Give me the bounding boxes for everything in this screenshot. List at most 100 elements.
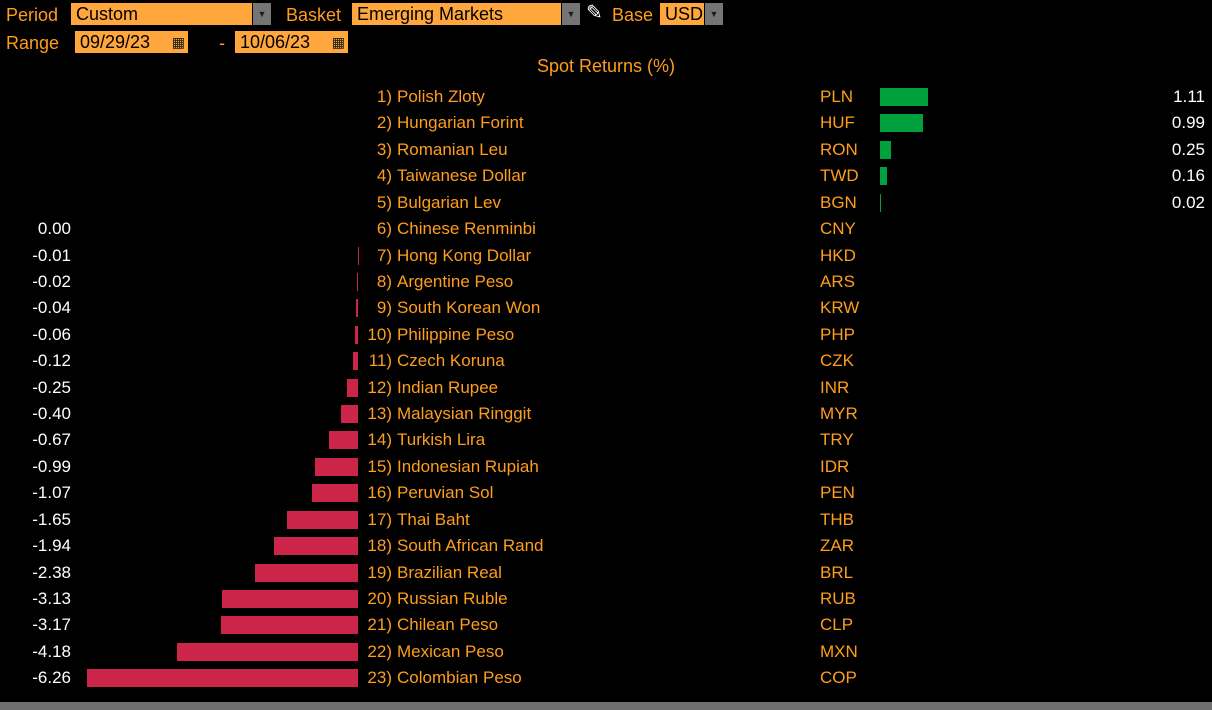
- range-start-input[interactable]: 09/29/23 ▦: [75, 31, 188, 53]
- currency-code[interactable]: RON: [820, 139, 858, 159]
- currency-code[interactable]: COP: [820, 668, 857, 688]
- currency-code[interactable]: KRW: [820, 298, 860, 318]
- negative-bar[interactable]: [356, 299, 358, 318]
- currency-label[interactable]: 18) South African Rand: [358, 536, 543, 556]
- currency-label[interactable]: 9) South Korean Won: [358, 298, 540, 318]
- currency-label[interactable]: 3) Romanian Leu: [358, 140, 508, 160]
- currency-code[interactable]: THB: [820, 509, 854, 529]
- currency-code[interactable]: INR: [820, 377, 850, 397]
- negative-bar[interactable]: [355, 325, 358, 344]
- basket-select[interactable]: Emerging Markets: [352, 3, 561, 25]
- chart-row[interactable]: -0.67 14) Turkish Lira TRY: [0, 427, 1212, 453]
- chart-row[interactable]: -1.07 16) Peruvian Sol PEN: [0, 480, 1212, 506]
- chart-row[interactable]: -0.12 11) Czech Koruna CZK: [0, 348, 1212, 374]
- negative-bar[interactable]: [286, 510, 358, 529]
- negative-bar[interactable]: [357, 272, 358, 291]
- negative-bar[interactable]: [315, 457, 358, 476]
- chart-row[interactable]: -4.18 22) Mexican Peso MXN: [0, 639, 1212, 665]
- calendar-icon[interactable]: ▦: [171, 34, 185, 50]
- chart-row[interactable]: -3.17 21) Chilean Peso CLP: [0, 612, 1212, 638]
- currency-label[interactable]: 19) Brazilian Real: [358, 563, 501, 583]
- negative-bar[interactable]: [273, 537, 358, 556]
- negative-bar[interactable]: [340, 405, 358, 424]
- currency-label[interactable]: 16) Peruvian Sol: [358, 483, 493, 503]
- chart-row[interactable]: -0.99 15) Indonesian Rupiah IDR: [0, 454, 1212, 480]
- chart-row[interactable]: -0.40 13) Malaysian Ringgit MYR: [0, 401, 1212, 427]
- currency-label[interactable]: 1) Polish Zloty: [358, 87, 485, 107]
- currency-label[interactable]: 22) Mexican Peso: [358, 642, 503, 662]
- currency-label[interactable]: 21) Chilean Peso: [358, 615, 498, 635]
- chart-row[interactable]: 5) Bulgarian Lev BGN 0.02: [0, 190, 1212, 216]
- negative-bar[interactable]: [86, 669, 358, 688]
- currency-label[interactable]: 17) Thai Baht: [358, 510, 469, 530]
- chart-row[interactable]: -0.02 8) Argentine Peso ARS: [0, 269, 1212, 295]
- currency-code[interactable]: MXN: [820, 641, 858, 661]
- chart-row[interactable]: -0.01 7) Hong Kong Dollar HKD: [0, 243, 1212, 269]
- negative-bar[interactable]: [347, 378, 358, 397]
- currency-label[interactable]: 14) Turkish Lira: [358, 430, 485, 450]
- negative-bar[interactable]: [311, 484, 358, 503]
- currency-code[interactable]: MYR: [820, 404, 858, 424]
- currency-code[interactable]: CNY: [820, 219, 856, 239]
- currency-label[interactable]: 5) Bulgarian Lev: [358, 193, 501, 213]
- chart-row[interactable]: 1) Polish Zloty PLN 1.11: [0, 84, 1212, 110]
- calendar-icon[interactable]: ▦: [331, 34, 345, 50]
- currency-label[interactable]: 7) Hong Kong Dollar: [358, 246, 531, 266]
- range-end-input[interactable]: 10/06/23 ▦: [235, 31, 348, 53]
- currency-code[interactable]: CZK: [820, 351, 854, 371]
- currency-label[interactable]: 6) Chinese Renminbi: [358, 219, 536, 239]
- currency-label[interactable]: 8) Argentine Peso: [358, 272, 513, 292]
- chart-row[interactable]: -6.26 23) Colombian Peso COP: [0, 665, 1212, 691]
- currency-label[interactable]: 4) Taiwanese Dollar: [358, 166, 527, 186]
- positive-bar[interactable]: [880, 88, 929, 106]
- currency-label[interactable]: 11) Czech Koruna: [358, 351, 505, 371]
- negative-bar[interactable]: [222, 590, 358, 609]
- currency-label[interactable]: 20) Russian Ruble: [358, 589, 507, 609]
- currency-code[interactable]: TRY: [820, 430, 854, 450]
- currency-code[interactable]: CLP: [820, 615, 854, 635]
- currency-label[interactable]: 10) Philippine Peso: [358, 325, 514, 345]
- currency-label[interactable]: 15) Indonesian Rupiah: [358, 457, 538, 477]
- currency-label[interactable]: 12) Indian Rupee: [358, 378, 498, 398]
- base-dropdown-button[interactable]: ▼: [705, 3, 723, 25]
- base-select[interactable]: USD: [660, 3, 704, 25]
- negative-bar[interactable]: [254, 563, 358, 582]
- positive-bar[interactable]: [880, 140, 891, 159]
- horizontal-scrollbar[interactable]: [0, 702, 1212, 710]
- negative-bar[interactable]: [328, 431, 358, 450]
- currency-code[interactable]: TWD: [820, 166, 859, 186]
- chart-row[interactable]: 2) Hungarian Forint HUF 0.99: [0, 110, 1212, 136]
- chart-row[interactable]: -0.25 12) Indian Rupee INR: [0, 375, 1212, 401]
- currency-code[interactable]: PEN: [820, 483, 855, 503]
- currency-code[interactable]: PHP: [820, 324, 855, 344]
- period-select[interactable]: Custom: [71, 3, 252, 25]
- edit-basket-pencil-icon[interactable]: ✎: [586, 2, 603, 24]
- chart-row[interactable]: -0.04 9) South Korean Won KRW: [0, 295, 1212, 321]
- negative-bar[interactable]: [220, 616, 358, 635]
- currency-code[interactable]: PLN: [820, 87, 854, 106]
- chart-row[interactable]: 0.00 6) Chinese Renminbi CNY: [0, 216, 1212, 242]
- currency-code[interactable]: BGN: [820, 192, 857, 212]
- chart-row[interactable]: -1.65 17) Thai Baht THB: [0, 507, 1212, 533]
- positive-bar[interactable]: [880, 114, 923, 133]
- currency-label[interactable]: 23) Colombian Peso: [358, 668, 521, 688]
- negative-bar[interactable]: [352, 352, 358, 371]
- chart-row[interactable]: 3) Romanian Leu RON 0.25: [0, 137, 1212, 163]
- currency-code[interactable]: ZAR: [820, 536, 854, 556]
- positive-bar[interactable]: [880, 167, 887, 186]
- currency-label[interactable]: 2) Hungarian Forint: [358, 113, 524, 133]
- period-dropdown-button[interactable]: ▼: [253, 3, 271, 25]
- chart-row[interactable]: -3.13 20) Russian Ruble RUB: [0, 586, 1212, 612]
- chart-row[interactable]: -1.94 18) South African Rand ZAR: [0, 533, 1212, 559]
- currency-code[interactable]: IDR: [820, 456, 850, 476]
- currency-code[interactable]: ARS: [820, 271, 855, 291]
- positive-bar[interactable]: [880, 193, 881, 212]
- chart-row[interactable]: -0.06 10) Philippine Peso PHP: [0, 322, 1212, 348]
- chart-row[interactable]: -2.38 19) Brazilian Real BRL: [0, 560, 1212, 586]
- currency-code[interactable]: BRL: [820, 562, 854, 582]
- currency-code[interactable]: HKD: [820, 245, 856, 265]
- currency-code[interactable]: HUF: [820, 113, 855, 133]
- currency-code[interactable]: RUB: [820, 589, 856, 609]
- negative-bar[interactable]: [177, 642, 358, 661]
- basket-dropdown-button[interactable]: ▼: [562, 3, 580, 25]
